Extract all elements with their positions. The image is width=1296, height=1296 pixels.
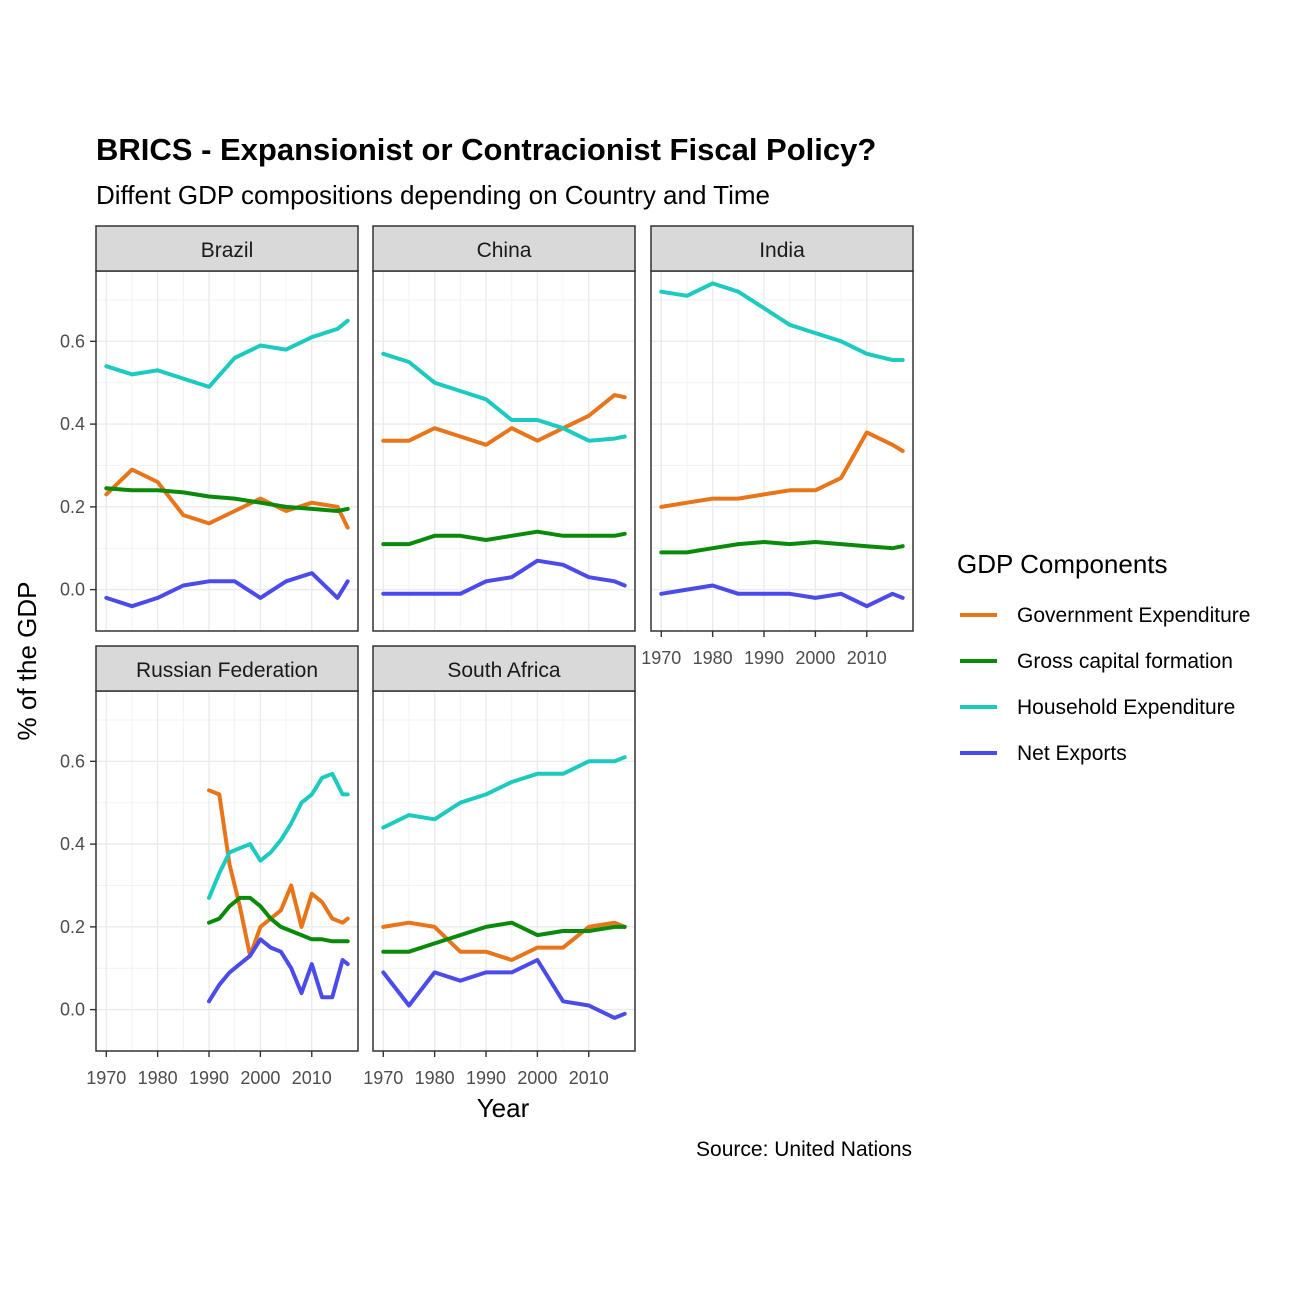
y-tick-label: 0.4	[60, 834, 85, 854]
facet-strip	[95, 645, 359, 692]
series-line-government-expenditure	[659, 430, 905, 509]
panel-south-africa: South Africa 1970 1980 1990 2000 2010	[363, 645, 636, 1088]
x-tick-label: 1980	[138, 1068, 178, 1088]
series-line-government-expenditure	[207, 788, 350, 958]
series-line-net-exports	[104, 571, 350, 609]
facet-strip	[650, 225, 914, 272]
x-tick-label: 1970	[363, 1068, 403, 1088]
x-tick-label: 1980	[415, 1068, 455, 1088]
y-tick-label: 0.6	[60, 751, 85, 771]
source-caption: Source: United Nations	[696, 1138, 912, 1161]
series-line-gross-capital-formation	[207, 895, 350, 944]
chart-subtitle: Diffent GDP compositions depending on Co…	[96, 180, 770, 210]
series-line-government-expenditure	[381, 920, 627, 962]
x-tick-label: 1970	[86, 1068, 126, 1088]
series-line-government-expenditure	[104, 467, 350, 530]
panel-brazil: Brazil 0.0 0.2 0.4 0.6	[60, 225, 359, 632]
panel-background	[651, 271, 913, 631]
series-line-net-exports	[207, 937, 350, 1004]
legend-title: GDP Components	[957, 549, 1168, 579]
facet-strip-label: India	[759, 239, 805, 262]
panel-india: India 1970 1980 1990 2000 2010	[641, 225, 914, 668]
x-tick-label: 1990	[466, 1068, 506, 1088]
x-tick-label: 1990	[744, 648, 784, 668]
y-tick-label: 0.0	[60, 580, 85, 600]
panel-china: China	[372, 225, 636, 632]
facet-strip	[372, 645, 636, 692]
x-tick-label: 2000	[240, 1068, 280, 1088]
y-tick-label: 0.0	[60, 1000, 85, 1020]
series-line-gross-capital-formation	[381, 920, 627, 954]
y-tick-label: 0.6	[60, 331, 85, 351]
facet-strip-label: Brazil	[201, 239, 254, 262]
series-line-gross-capital-formation	[381, 529, 627, 547]
series-line-net-exports	[381, 958, 627, 1020]
y-tick-label: 0.2	[60, 917, 85, 937]
x-axis-title: Year	[477, 1093, 530, 1123]
facet-strip-label: Russian Federation	[136, 659, 318, 682]
facet-panels: Brazil 0.0 0.2 0.4 0.6 China India 1970 1980 1990…	[60, 225, 914, 1088]
legend-label: Household Expenditure	[1017, 696, 1235, 719]
y-tick-label: 0.2	[60, 497, 85, 517]
x-tick-label: 1990	[189, 1068, 229, 1088]
legend-label: Net Exports	[1017, 742, 1127, 765]
series-line-household-expenditure	[381, 351, 627, 443]
facet-strip-label: China	[477, 239, 532, 262]
series-line-household-expenditure	[207, 771, 350, 900]
series-line-gross-capital-formation	[659, 540, 905, 555]
x-tick-label: 1970	[641, 648, 681, 668]
panel-russian-federation: Russian Federation 0.0 0.2 0.4 0.6 1970 1980 19…	[60, 645, 359, 1088]
x-tick-label: 1980	[693, 648, 733, 668]
y-tick-label: 0.4	[60, 414, 85, 434]
series-line-household-expenditure	[104, 318, 350, 389]
y-axis-title: % of the GDP	[12, 582, 42, 741]
series-line-household-expenditure	[659, 281, 905, 362]
legend-label: Gross capital formation	[1017, 650, 1233, 673]
x-tick-label: 2010	[847, 648, 887, 668]
facet-strip	[372, 225, 636, 272]
legend-label: Government Expenditure	[1017, 604, 1250, 627]
x-tick-label: 2000	[795, 648, 835, 668]
x-tick-label: 2010	[569, 1068, 609, 1088]
x-tick-label: 2000	[517, 1068, 557, 1088]
series-line-government-expenditure	[381, 393, 627, 447]
panel-background	[373, 271, 635, 631]
panel-background	[96, 271, 358, 631]
facet-strip-label: South Africa	[447, 659, 561, 682]
chart-title: BRICS - Expansionist or Contracionist Fi…	[96, 132, 876, 167]
legend: GDP Components Government Expenditure Gro…	[957, 549, 1250, 765]
series-line-net-exports	[659, 583, 905, 609]
panel-background	[373, 691, 635, 1051]
x-tick-label: 2010	[292, 1068, 332, 1088]
series-line-gross-capital-formation	[104, 486, 350, 513]
series-line-household-expenditure	[381, 755, 627, 830]
facet-strip	[95, 225, 359, 272]
series-line-net-exports	[381, 558, 627, 596]
panel-background	[96, 691, 358, 1051]
